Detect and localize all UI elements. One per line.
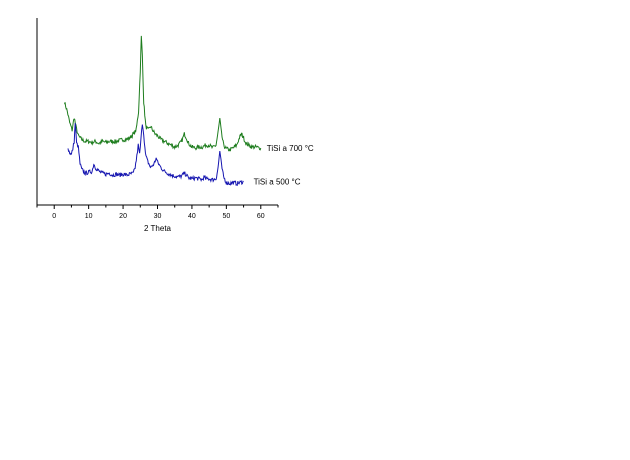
x-tick-label: 40 [188, 213, 196, 220]
series-layer [64, 35, 262, 187]
x-tick-label: 30 [154, 213, 162, 220]
x-tick-label: 0 [52, 213, 56, 220]
x-tick-label: 20 [119, 213, 127, 220]
x-tick-label: 50 [222, 213, 230, 220]
x-tick-label: 60 [257, 213, 265, 220]
labels-layer: TiSi a 700 °C TiSi a 500 °C [254, 144, 314, 187]
chart-axes: 0 10 20 30 40 50 60 2 Theta [36, 18, 279, 233]
series-line-0 [64, 35, 262, 152]
series-label-1: TiSi a 500 °C [254, 178, 301, 187]
series-label-0: TiSi a 700 °C [267, 144, 314, 153]
series-line-1 [67, 123, 244, 187]
x-tick-label: 10 [85, 213, 93, 220]
x-axis-title: 2 Theta [144, 224, 172, 233]
